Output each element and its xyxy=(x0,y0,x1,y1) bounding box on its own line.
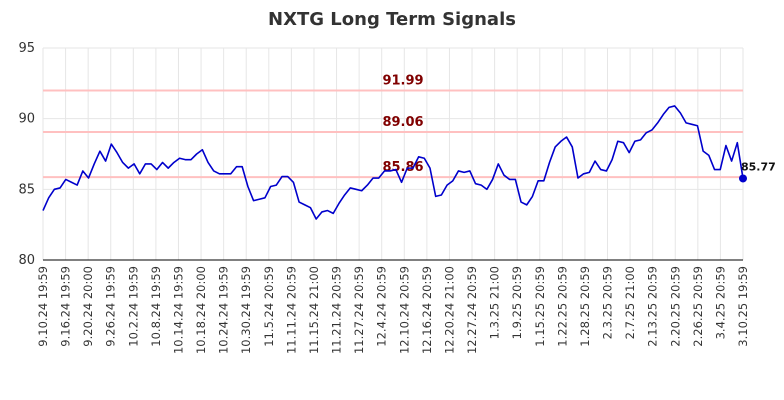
x-tick-label: 2.20.25 20:59 xyxy=(668,266,682,347)
x-tick-label: 10.24.24 19:59 xyxy=(217,266,231,354)
x-tick-label: 11.27.24 20:59 xyxy=(352,266,366,354)
x-tick-label: 11.5.24 20:59 xyxy=(262,266,276,347)
x-tick-label: 10.2.24 19:59 xyxy=(126,266,140,347)
x-tick-label: 10.18.24 20:00 xyxy=(194,266,208,354)
x-tick-label: 2.7.25 21:00 xyxy=(623,266,637,339)
x-tick-label: 10.14.24 19:59 xyxy=(171,266,185,354)
x-tick-label: 10.30.24 19:59 xyxy=(239,266,253,354)
x-tick-label: 2.26.25 20:59 xyxy=(691,266,705,347)
x-tick-label: 11.15.24 21:00 xyxy=(307,266,321,354)
last-value-dot xyxy=(739,174,747,183)
x-tick-label: 12.20.24 21:00 xyxy=(442,266,456,354)
price-line xyxy=(42,105,744,220)
signal-levels: 91.99 89.06 85.86 xyxy=(43,74,743,179)
chart-title: NXTG Long Term Signals xyxy=(268,9,516,30)
x-tick-label: 12.16.24 20:59 xyxy=(420,266,434,354)
x-tick-label: 1.15.25 20:59 xyxy=(533,266,547,347)
x-tick-label: 1.28.25 20:59 xyxy=(578,266,592,347)
last-value-marker: 85.77 xyxy=(739,160,776,183)
x-tick-label: 9.20.24 20:00 xyxy=(81,266,95,347)
grid-lines xyxy=(42,47,744,261)
last-value-label: 85.77 xyxy=(741,160,776,173)
y-tick-label: 80 xyxy=(18,253,35,268)
x-tick-label: 2.13.25 20:59 xyxy=(646,266,660,347)
x-tick-label: 2.3.25 20:59 xyxy=(601,266,615,339)
x-tick-label: 3.4.25 20:59 xyxy=(713,266,727,339)
y-tick-label: 85 xyxy=(18,182,35,197)
x-tick-labels: 9.10.24 19:59 9.16.24 19:59 9.20.24 20:00 9… xyxy=(36,266,750,354)
x-tick-label: 10.8.24 19:59 xyxy=(149,266,163,347)
y-tick-label: 95 xyxy=(18,41,35,56)
signal-level-label: 89.06 xyxy=(382,115,423,130)
x-tick-label: 9.16.24 19:59 xyxy=(59,266,73,347)
x-tick-label: 12.10.24 20:59 xyxy=(397,266,411,354)
x-tick-label: 9.10.24 19:59 xyxy=(36,266,50,347)
x-tick-label: 11.11.24 20:59 xyxy=(284,266,298,354)
signal-level-label: 85.86 xyxy=(382,160,423,175)
y-tick-label: 90 xyxy=(18,112,35,127)
x-tick-label: 12.27.24 20:59 xyxy=(465,266,479,354)
price-series xyxy=(42,105,744,220)
x-tick-label: 9.26.24 19:59 xyxy=(104,266,118,347)
signal-level-label: 91.99 xyxy=(382,74,423,89)
x-tick-label: 1.9.25 20:59 xyxy=(510,266,524,339)
x-tick-label: 3.10.25 19:59 xyxy=(736,266,750,347)
x-tick-label: 12.4.24 20:59 xyxy=(375,266,389,347)
x-tick-label: 11.21.24 20:59 xyxy=(330,266,344,354)
x-tick-label: 1.3.25 21:00 xyxy=(488,266,502,339)
x-tick-label: 1.22.25 20:59 xyxy=(555,266,569,347)
y-tick-labels: 80 85 90 95 xyxy=(18,41,35,268)
